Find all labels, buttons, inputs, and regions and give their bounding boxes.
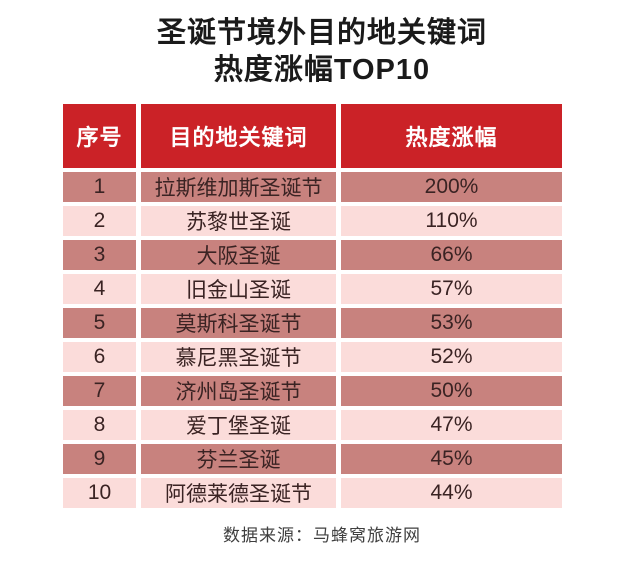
table-row: 5 莫斯科圣诞节 53% bbox=[63, 308, 562, 338]
keyword-cell: 莫斯科圣诞节 bbox=[141, 308, 336, 338]
growth-cell: 52% bbox=[341, 342, 562, 372]
table-row: 7 济州岛圣诞节 50% bbox=[63, 376, 562, 406]
table-row: 10 阿德莱德圣诞节 44% bbox=[63, 478, 562, 508]
keyword-cell: 大阪圣诞 bbox=[141, 240, 336, 270]
growth-cell: 66% bbox=[341, 240, 562, 270]
header-growth: 热度涨幅 bbox=[341, 104, 562, 168]
growth-cell: 200% bbox=[341, 172, 562, 202]
rank-cell: 3 bbox=[63, 240, 136, 270]
top10-table: 序号 目的地关键词 热度涨幅 1 拉斯维加斯圣诞节 200% 2 苏黎世圣诞 110% 3 大… bbox=[63, 104, 562, 508]
growth-cell: 45% bbox=[341, 444, 562, 474]
table-row: 9 芬兰圣诞 45% bbox=[63, 444, 562, 474]
rank-cell: 4 bbox=[63, 274, 136, 304]
header-keyword: 目的地关键词 bbox=[141, 104, 336, 168]
keyword-cell: 拉斯维加斯圣诞节 bbox=[141, 172, 336, 202]
growth-cell: 44% bbox=[341, 478, 562, 508]
keyword-cell: 芬兰圣诞 bbox=[141, 444, 336, 474]
keyword-cell: 慕尼黑圣诞节 bbox=[141, 342, 336, 372]
table-rows: 1 拉斯维加斯圣诞节 200% 2 苏黎世圣诞 110% 3 大阪圣诞 66% 4 旧金山圣诞 57%… bbox=[63, 172, 562, 508]
rank-cell: 1 bbox=[63, 172, 136, 202]
table-row: 4 旧金山圣诞 57% bbox=[63, 274, 562, 304]
rank-cell: 7 bbox=[63, 376, 136, 406]
keyword-cell: 爱丁堡圣诞 bbox=[141, 410, 336, 440]
keyword-cell: 济州岛圣诞节 bbox=[141, 376, 336, 406]
table-row: 3 大阪圣诞 66% bbox=[63, 240, 562, 270]
keyword-cell: 旧金山圣诞 bbox=[141, 274, 336, 304]
page-title: 圣诞节境外目的地关键词 热度涨幅TOP10 bbox=[0, 0, 644, 89]
growth-cell: 110% bbox=[341, 206, 562, 236]
growth-cell: 57% bbox=[341, 274, 562, 304]
growth-cell: 47% bbox=[341, 410, 562, 440]
table-row: 2 苏黎世圣诞 110% bbox=[63, 206, 562, 236]
keyword-cell: 苏黎世圣诞 bbox=[141, 206, 336, 236]
rank-cell: 5 bbox=[63, 308, 136, 338]
header-rank: 序号 bbox=[63, 104, 136, 168]
rank-cell: 6 bbox=[63, 342, 136, 372]
rank-cell: 2 bbox=[63, 206, 136, 236]
keyword-cell: 阿德莱德圣诞节 bbox=[141, 478, 336, 508]
growth-cell: 50% bbox=[341, 376, 562, 406]
table-row: 1 拉斯维加斯圣诞节 200% bbox=[63, 172, 562, 202]
table-header-row: 序号 目的地关键词 热度涨幅 bbox=[63, 104, 562, 168]
page-title-line1: 圣诞节境外目的地关键词 bbox=[156, 17, 487, 49]
rank-cell: 9 bbox=[63, 444, 136, 474]
data-source: 数据来源：马蜂窝旅游网 bbox=[223, 526, 421, 545]
table-row: 8 爱丁堡圣诞 47% bbox=[63, 410, 562, 440]
page-title-line2: 热度涨幅TOP10 bbox=[213, 54, 431, 86]
table-row: 6 慕尼黑圣诞节 52% bbox=[63, 342, 562, 372]
rank-cell: 10 bbox=[63, 478, 136, 508]
rank-cell: 8 bbox=[63, 410, 136, 440]
growth-cell: 53% bbox=[341, 308, 562, 338]
